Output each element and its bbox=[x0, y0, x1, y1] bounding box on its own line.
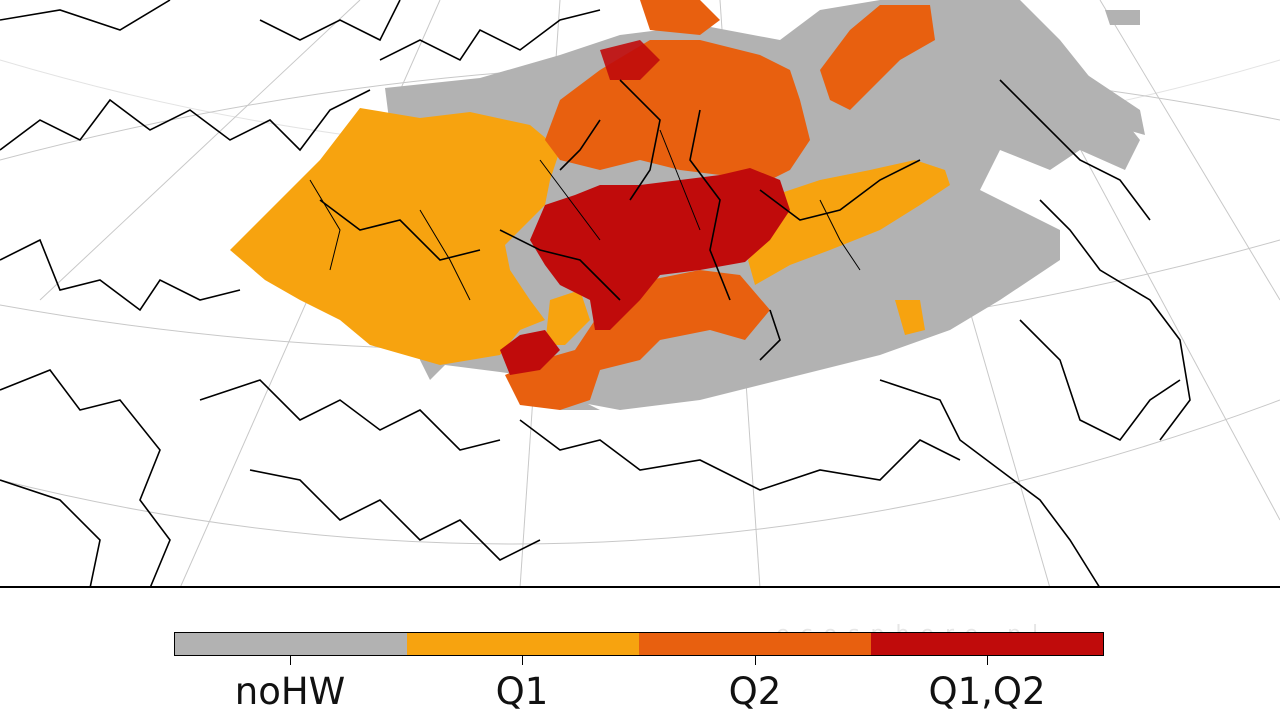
colorbar-label-q2: Q2 bbox=[728, 670, 782, 713]
colorbar-segment-nohw bbox=[175, 633, 407, 655]
colorbar-tick bbox=[987, 656, 988, 665]
colorbar-segment-q1q2 bbox=[871, 633, 1103, 655]
colorbar-label-nohw: noHW bbox=[234, 670, 346, 713]
coastlines bbox=[0, 0, 1191, 588]
colorbar-label-q1: Q1 bbox=[495, 670, 549, 713]
q1q2-region bbox=[500, 40, 790, 375]
colorbar bbox=[174, 632, 1104, 656]
colorbar-label-q1q2: Q1,Q2 bbox=[928, 670, 1046, 713]
map-frame-bottom bbox=[0, 586, 1280, 588]
colorbar-segment-q1 bbox=[407, 633, 639, 655]
rivers bbox=[309, 129, 861, 301]
eurasia-map bbox=[0, 0, 1280, 588]
colorbar-tick bbox=[755, 656, 756, 665]
colorbar-tick bbox=[290, 656, 291, 665]
q1-region bbox=[230, 108, 950, 365]
map-panel bbox=[0, 0, 1280, 588]
colorbar-segment-q2 bbox=[639, 633, 871, 655]
colorbar-tick bbox=[522, 656, 523, 665]
